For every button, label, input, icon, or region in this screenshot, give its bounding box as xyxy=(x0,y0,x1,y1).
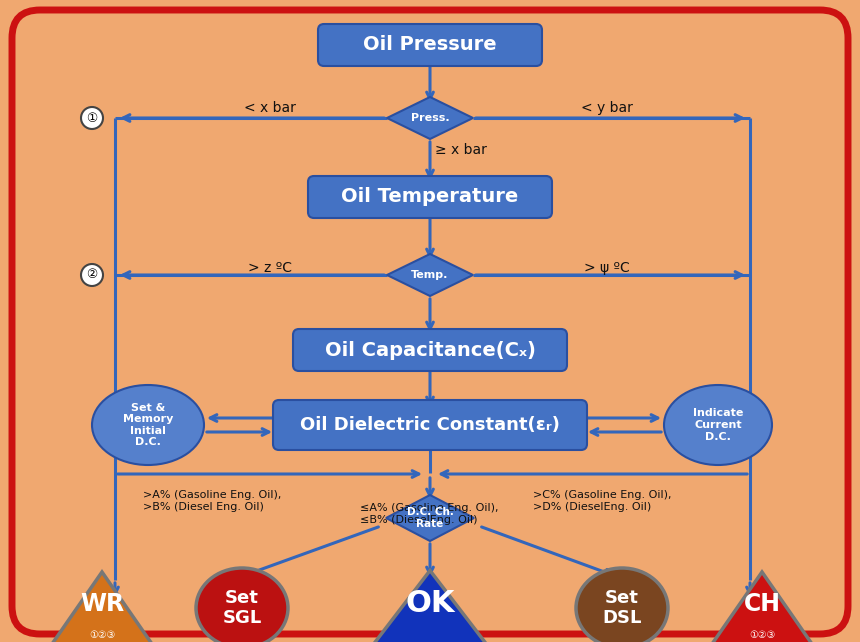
Ellipse shape xyxy=(664,385,772,465)
Text: CH: CH xyxy=(744,592,781,616)
Text: ①: ① xyxy=(86,112,98,125)
Text: ≥ x bar: ≥ x bar xyxy=(435,143,487,157)
FancyBboxPatch shape xyxy=(12,10,848,634)
Text: OK: OK xyxy=(405,589,455,618)
Text: Oil Pressure: Oil Pressure xyxy=(363,35,497,55)
Text: Indicate
Current
D.C.: Indicate Current D.C. xyxy=(693,408,743,442)
Text: >C% (Gasoline Eng. Oil),: >C% (Gasoline Eng. Oil), xyxy=(533,490,672,500)
FancyBboxPatch shape xyxy=(273,400,587,450)
Text: ②: ② xyxy=(86,268,98,281)
Ellipse shape xyxy=(576,568,668,642)
Text: >B% (Diesel Eng. Oil): >B% (Diesel Eng. Oil) xyxy=(143,502,264,512)
Polygon shape xyxy=(386,495,474,541)
Text: Press.: Press. xyxy=(411,113,449,123)
FancyBboxPatch shape xyxy=(293,329,567,371)
Text: > ψ ºC: > ψ ºC xyxy=(584,261,630,275)
Text: >A% (Gasoline Eng. Oil),: >A% (Gasoline Eng. Oil), xyxy=(143,490,281,500)
Ellipse shape xyxy=(196,568,288,642)
Polygon shape xyxy=(387,97,473,139)
Text: ①②③: ①②③ xyxy=(749,630,775,640)
Text: Set
DSL: Set DSL xyxy=(602,589,642,627)
Polygon shape xyxy=(712,572,812,642)
Text: ①②③: ①②③ xyxy=(89,630,115,640)
Text: >D% (DieselEng. Oil): >D% (DieselEng. Oil) xyxy=(533,502,651,512)
Text: ≤A% (Gasoline Eng. Oil),: ≤A% (Gasoline Eng. Oil), xyxy=(360,503,499,513)
Circle shape xyxy=(81,264,103,286)
Text: Oil Capacitance(Cₓ): Oil Capacitance(Cₓ) xyxy=(324,340,536,360)
Polygon shape xyxy=(52,572,152,642)
Polygon shape xyxy=(387,254,473,296)
Text: ≤B% (DieselEng. Oil): ≤B% (DieselEng. Oil) xyxy=(360,515,477,525)
Text: Set &
Memory
Initial
D.C.: Set & Memory Initial D.C. xyxy=(123,403,173,447)
Text: Oil Temperature: Oil Temperature xyxy=(341,187,519,207)
FancyBboxPatch shape xyxy=(308,176,552,218)
Text: Set
SGL: Set SGL xyxy=(223,589,261,627)
Text: > z ºC: > z ºC xyxy=(248,261,292,275)
Text: WR: WR xyxy=(80,592,124,616)
Text: < y bar: < y bar xyxy=(581,101,633,115)
Text: D.C. Ch.
Rate: D.C. Ch. Rate xyxy=(407,507,453,529)
Circle shape xyxy=(81,107,103,129)
Text: Oil Dielectric Constant(εᵣ): Oil Dielectric Constant(εᵣ) xyxy=(300,416,560,434)
Ellipse shape xyxy=(92,385,204,465)
Polygon shape xyxy=(372,571,488,642)
Text: < x bar: < x bar xyxy=(244,101,296,115)
FancyBboxPatch shape xyxy=(318,24,542,66)
Text: Temp.: Temp. xyxy=(411,270,449,280)
